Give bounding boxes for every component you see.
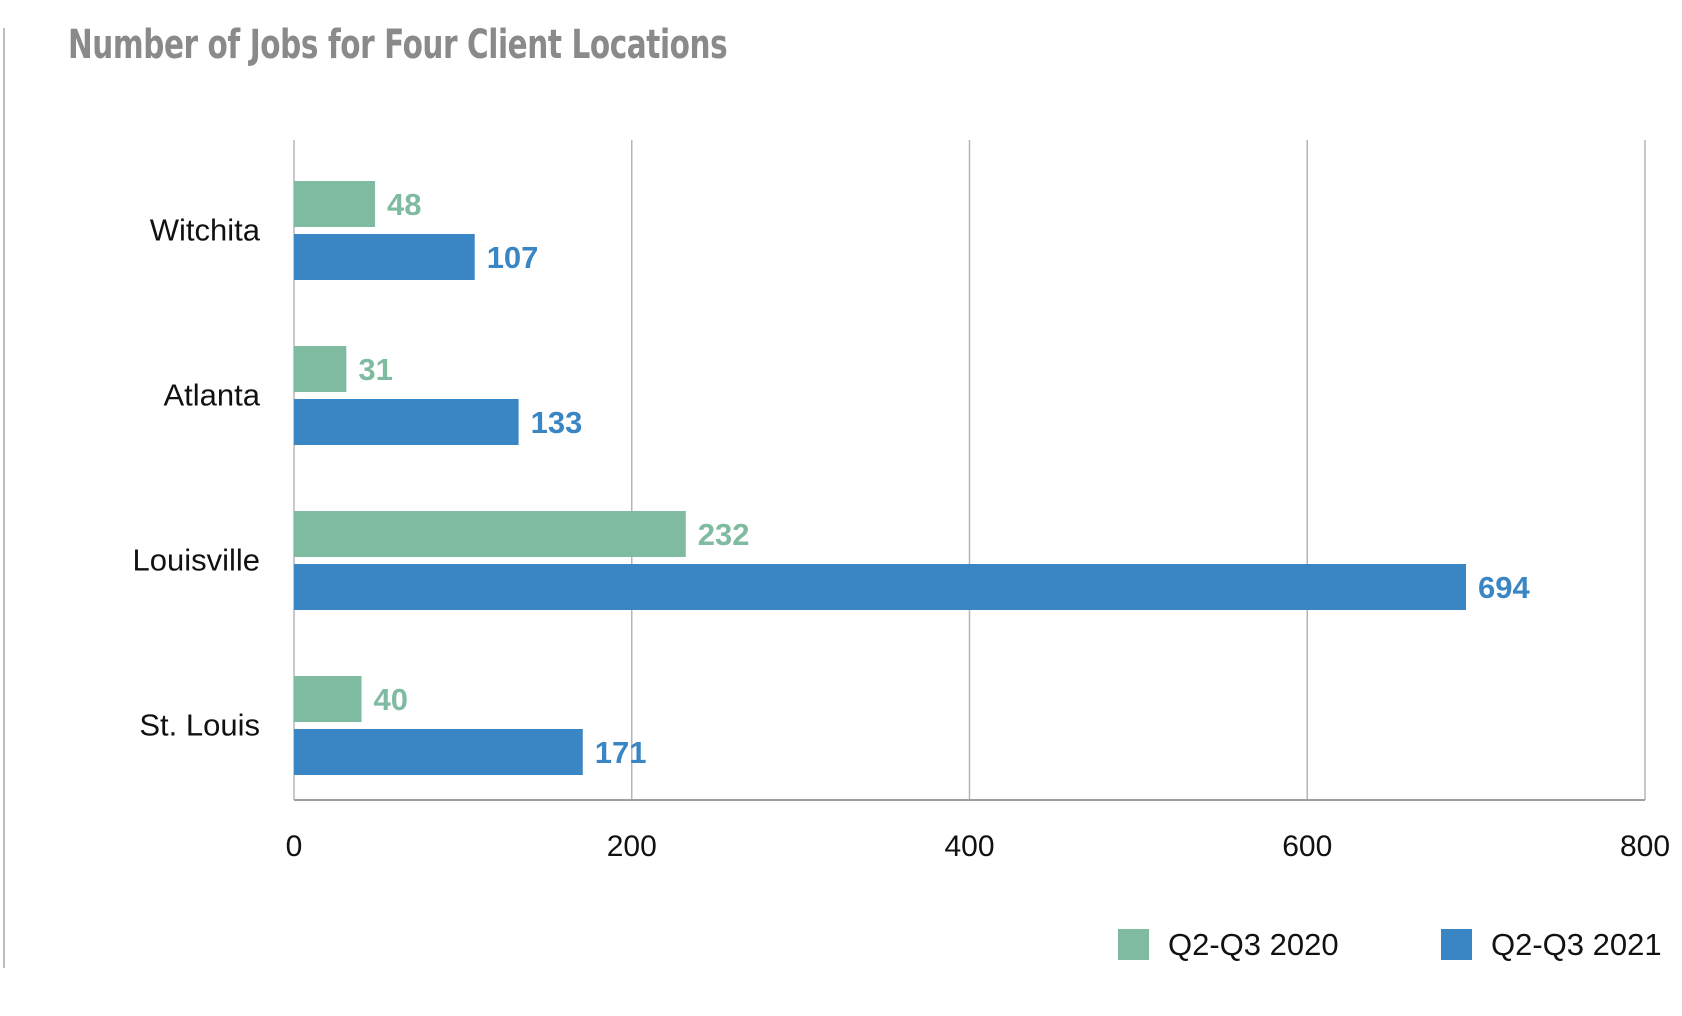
x-tick-label-600: 600 bbox=[1282, 830, 1332, 863]
grid-lines bbox=[293, 140, 1646, 800]
bar-0-1 bbox=[294, 346, 347, 392]
data-label-1-3: 171 bbox=[595, 735, 647, 770]
data-label-0-2: 232 bbox=[698, 517, 750, 552]
category-label-2: Louisville bbox=[132, 543, 260, 578]
category-label-1: Atlanta bbox=[163, 378, 260, 413]
data-label-1-0: 107 bbox=[487, 240, 539, 275]
bar-0-3 bbox=[294, 676, 362, 722]
bars bbox=[294, 181, 1466, 775]
data-label-1-2: 694 bbox=[1478, 570, 1530, 605]
bar-0-2 bbox=[294, 511, 686, 557]
category-label-3: St. Louis bbox=[139, 708, 260, 743]
legend: Q2-Q3 2020 Q2-Q3 2021 bbox=[1118, 927, 1662, 962]
legend-label-1: Q2-Q3 2021 bbox=[1491, 927, 1662, 962]
legend-swatch-0 bbox=[1118, 929, 1149, 960]
bar-0-0 bbox=[294, 181, 376, 227]
data-label-0-3: 40 bbox=[374, 682, 408, 717]
bar-1-1 bbox=[294, 399, 519, 445]
axes: 0 200 400 600 800 Witchita Atlanta Louisville St… bbox=[132, 213, 1670, 864]
bar-1-3 bbox=[294, 729, 583, 775]
legend-swatch-1 bbox=[1441, 929, 1472, 960]
x-tick-label-400: 400 bbox=[944, 830, 994, 863]
data-label-1-1: 133 bbox=[531, 405, 583, 440]
data-label-0-0: 48 bbox=[387, 187, 421, 222]
data-labels: 48 107 31 133 232 694 40 171 bbox=[358, 187, 1530, 770]
chart-title: Number of Jobs for Four Client Locations bbox=[68, 22, 728, 68]
bar-1-0 bbox=[294, 234, 475, 280]
x-tick-label-800: 800 bbox=[1620, 830, 1670, 863]
data-label-0-1: 31 bbox=[358, 352, 392, 387]
bar-1-2 bbox=[294, 564, 1466, 610]
frame-line bbox=[3, 28, 5, 968]
category-label-0: Witchita bbox=[150, 213, 261, 248]
x-tick-label-0: 0 bbox=[286, 830, 303, 863]
legend-label-0: Q2-Q3 2020 bbox=[1168, 927, 1339, 962]
x-tick-label-200: 200 bbox=[607, 830, 657, 863]
